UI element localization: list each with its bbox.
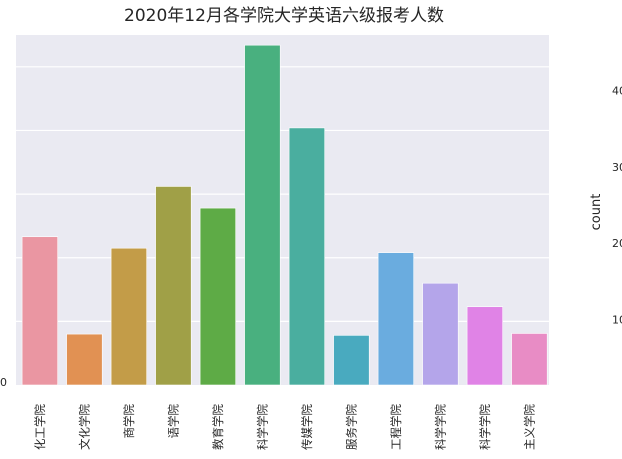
- bar-10: [422, 282, 459, 386]
- x-tick-label-7: 传媒学院: [300, 404, 314, 450]
- x-tick-label-1: 化工学院: [33, 404, 47, 450]
- bar-8: [333, 335, 370, 386]
- x-tick-label-12: 主义学院: [522, 404, 536, 450]
- bar-6: [244, 44, 281, 386]
- x-tick-label-5: 教育学院: [211, 404, 225, 450]
- gridlines: [16, 66, 549, 322]
- bar-1: [21, 236, 58, 386]
- bar-7: [288, 127, 326, 386]
- x-tick-label-11: 科学学院: [478, 404, 492, 450]
- bars: [21, 44, 548, 386]
- x-tick-label-10: 科学学院: [433, 404, 447, 450]
- right-axis: count 40 30 20 10: [589, 84, 622, 326]
- right-tick-4: 10: [612, 314, 622, 327]
- bar-4: [155, 186, 192, 386]
- bar-2: [66, 333, 103, 386]
- bar-12: [511, 333, 548, 386]
- bar-11: [466, 306, 504, 386]
- x-tick-label-2: 文化学院: [77, 404, 91, 450]
- right-tick-1: 40: [612, 84, 622, 97]
- x-tick-label-6: 科学学院: [255, 404, 269, 450]
- x-tick-labels: 化工学院 文化学院 商学院 语学院 教育学院 科学学院 传媒学院 服务学院 工程学院 科学学院 科学…: [33, 404, 537, 450]
- chart-title: 2020年12月各学院大学英语六级报考人数: [124, 6, 444, 26]
- bar-3: [110, 247, 147, 386]
- x-tick-label-9: 工程学院: [389, 404, 403, 450]
- x-tick-label-4: 语学院: [166, 404, 180, 439]
- plot-area: [16, 35, 549, 385]
- bar-9: [377, 252, 415, 386]
- y-tick-fragment: 0: [0, 376, 7, 389]
- right-tick-2: 30: [612, 161, 622, 174]
- bar-5: [199, 207, 237, 386]
- right-axis-label: count: [589, 194, 604, 231]
- right-tick-3: 20: [612, 237, 622, 250]
- x-tick-label-3: 商学院: [122, 404, 136, 439]
- x-tick-label-8: 服务学院: [344, 404, 358, 450]
